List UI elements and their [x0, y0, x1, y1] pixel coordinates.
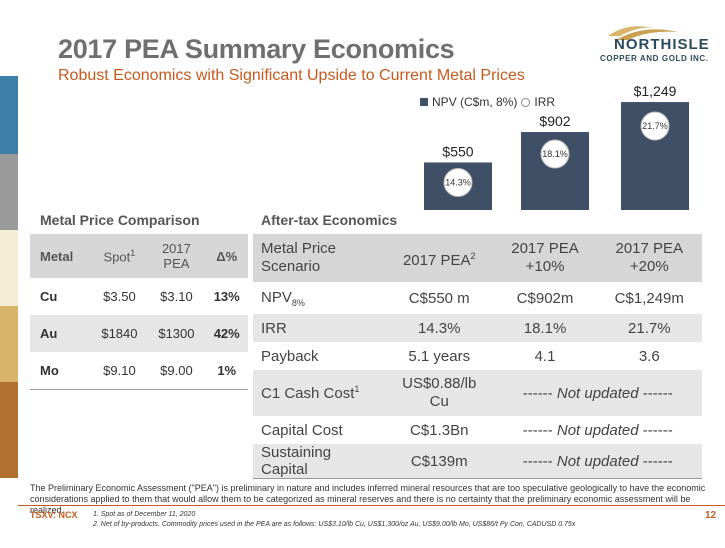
irr-point-3	[640, 111, 670, 141]
footnote-2: 2. Net of by-products. Commodity prices …	[93, 521, 576, 528]
table-row: Cu $3.50 $3.10 13%	[30, 278, 248, 315]
col-delta: Δ%	[205, 234, 248, 278]
page-number: 12	[705, 510, 717, 521]
irr-label-3: 21.7%	[642, 121, 668, 131]
legend-npv-label: NPV (C$m, 8%)	[432, 95, 518, 109]
table-row: Au $1840 $1300 42%	[30, 315, 248, 352]
irr-point-1	[443, 167, 473, 197]
strip-cream	[0, 230, 18, 306]
page-title: 2017 PEA Summary Economics	[58, 34, 455, 64]
table-row: Payback 5.1 years 4.1 3.6	[253, 342, 702, 370]
disclaimer: The Preliminary Economic Assessment ("PE…	[30, 483, 706, 515]
footnote-1: 1. Spot as of December 11, 2020	[93, 511, 196, 518]
table-row: IRR 14.3% 18.1% 21.7%	[253, 314, 702, 342]
chart-legend: NPV (C$m, 8%) IRR	[420, 95, 555, 109]
legend-irr-swatch	[521, 97, 531, 107]
page-subtitle: Robust Economics with Significant Upside…	[58, 67, 525, 84]
footnotes: 1. Spot as of December 11, 2020 2. Net o…	[93, 510, 575, 530]
after-tax-heading: After-tax Economics	[261, 212, 398, 228]
col-pea: 2017 PEA2	[385, 234, 494, 282]
logo-subtitle: COPPER AND GOLD INC.	[600, 54, 709, 63]
irr-point-2	[540, 139, 570, 169]
bar-label-2: $902	[539, 113, 570, 129]
legend-irr-label: IRR	[534, 95, 556, 109]
table-row: Mo $9.10 $9.00 1%	[30, 352, 248, 390]
strip-blue	[0, 76, 18, 154]
col-scenario: Metal Price Scenario	[253, 234, 385, 282]
col-spot: Spot1	[91, 234, 148, 278]
strip-brown	[0, 382, 18, 478]
strip-gray	[0, 154, 18, 230]
col-pea-10: 2017 PEA +10%	[493, 234, 597, 282]
ticker: TSXV: NCX	[30, 510, 78, 520]
irr-label-2: 18.1%	[542, 149, 568, 159]
logo-name: NORTHISLE	[614, 36, 710, 53]
table-header-row: Metal Spot1 2017 PEA Δ%	[30, 234, 248, 278]
footer-divider	[18, 505, 725, 506]
table-header-row: Metal Price Scenario 2017 PEA2 2017 PEA +…	[253, 234, 702, 282]
metal-price-heading: Metal Price Comparison	[40, 212, 200, 228]
bar-label-3: $1,249	[634, 86, 677, 99]
npv-bar-chart: $550 14.3% $902 18.1% $1,249 21.7%	[424, 86, 689, 210]
col-pea-20: 2017 PEA +20%	[596, 234, 702, 282]
table-row: Sustaining Capital C$139m ------ Not upd…	[253, 444, 702, 479]
legend-npv-swatch	[420, 98, 428, 106]
metal-price-table: Metal Spot1 2017 PEA Δ% Cu $3.50 $3.10 1…	[30, 234, 248, 390]
col-metal: Metal	[30, 234, 92, 278]
strip-gold	[0, 306, 18, 382]
col-pea: 2017 PEA	[147, 234, 206, 278]
after-tax-table: Metal Price Scenario 2017 PEA2 2017 PEA +…	[253, 234, 702, 479]
table-row: C1 Cash Cost1 US$0.88/lb Cu ------ Not up…	[253, 370, 702, 416]
northisle-logo-icon	[608, 26, 678, 40]
bar-label-1: $550	[442, 143, 473, 159]
table-row: Capital Cost C$1.3Bn ------ Not updated …	[253, 416, 702, 444]
table-row: NPV8% C$550 m C$902m C$1,249m	[253, 282, 702, 314]
irr-label-1: 14.3%	[445, 177, 471, 187]
